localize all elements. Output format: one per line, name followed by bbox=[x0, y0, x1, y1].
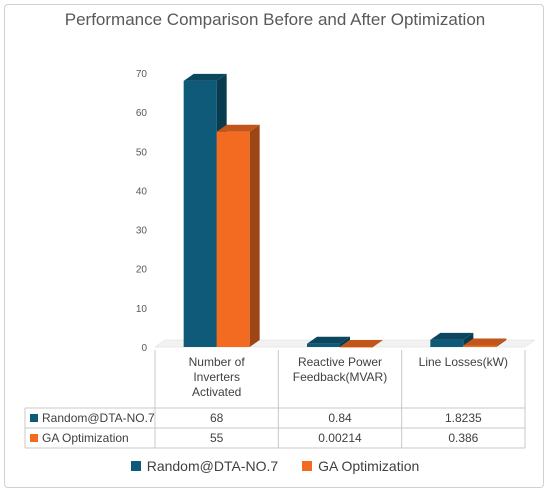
bar-top bbox=[463, 338, 507, 346]
table-cell-value: 68 bbox=[210, 411, 224, 425]
x-category-label: Activated bbox=[192, 385, 241, 399]
x-category-label: Reactive Power bbox=[298, 355, 382, 369]
bar-top bbox=[340, 339, 383, 347]
table-series-name: GA Optimization bbox=[42, 431, 129, 445]
bar-top bbox=[307, 336, 350, 344]
table-legend-key bbox=[30, 434, 38, 442]
bar-side bbox=[340, 336, 350, 347]
legend-label-series-1: Random@DTA-NO.7 bbox=[146, 458, 279, 474]
bar bbox=[430, 339, 464, 347]
bar-top bbox=[216, 124, 260, 132]
table-legend-key bbox=[30, 414, 38, 422]
bar-side bbox=[249, 124, 260, 347]
y-tick-label: 0 bbox=[141, 343, 147, 354]
bar-top bbox=[430, 332, 474, 340]
y-tick-label: 60 bbox=[136, 108, 148, 119]
y-tick-label: 50 bbox=[136, 147, 148, 158]
legend: Random@DTA-NO.7 GA Optimization bbox=[0, 458, 550, 474]
y-tick-label: 30 bbox=[136, 226, 148, 237]
bar bbox=[463, 345, 497, 347]
y-tick-label: 20 bbox=[136, 265, 148, 276]
legend-label-series-2: GA Optimization bbox=[318, 458, 420, 474]
x-category-label: Feedback(MVAR) bbox=[293, 370, 387, 384]
table-series-name: Random@DTA-NO.7 bbox=[42, 411, 155, 425]
legend-item-series-1: Random@DTA-NO.7 bbox=[130, 458, 279, 474]
bar-side bbox=[373, 339, 383, 347]
chart-frame bbox=[4, 4, 544, 488]
table-cell-value: 0.386 bbox=[448, 431, 478, 445]
chart-title: Performance Comparison Before and After … bbox=[64, 10, 486, 29]
bar bbox=[307, 343, 340, 347]
legend-swatch-series-2 bbox=[302, 461, 313, 471]
bar bbox=[216, 131, 250, 347]
bar-side bbox=[463, 332, 474, 347]
table-cell-value: 1.8235 bbox=[445, 411, 482, 425]
y-tick-label: 40 bbox=[136, 186, 148, 197]
x-category-label: Number of bbox=[189, 355, 246, 369]
legend-swatch-series-1 bbox=[130, 461, 141, 471]
y-tick-label: 70 bbox=[136, 69, 148, 80]
x-category-label: Inverters bbox=[193, 370, 240, 384]
table-cell-value: 0.00214 bbox=[318, 431, 362, 445]
bar-top bbox=[183, 73, 227, 81]
bar bbox=[340, 346, 373, 348]
table-cell-value: 0.84 bbox=[328, 411, 352, 425]
bar-side bbox=[496, 338, 507, 347]
y-tick-label: 10 bbox=[136, 304, 148, 315]
bar bbox=[183, 80, 217, 347]
legend-item-series-2: GA Optimization bbox=[302, 458, 419, 474]
x-category-label: Line Losses(kW) bbox=[419, 355, 508, 369]
table-cell-value: 55 bbox=[210, 431, 224, 445]
